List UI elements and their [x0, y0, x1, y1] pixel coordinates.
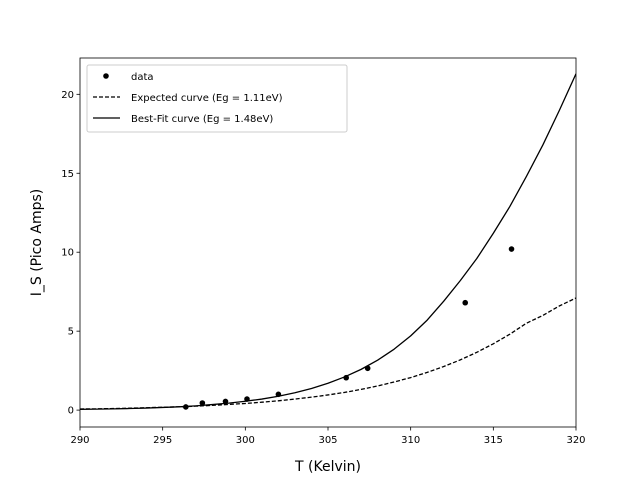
data-point	[462, 299, 469, 306]
x-tick-label: 310	[401, 435, 420, 446]
legend-label: Expected curve (Eg = 1.11eV)	[131, 93, 283, 104]
legend: data Expected curve (Eg = 1.11eV) Best-Fit…	[86, 64, 348, 133]
series-line-2	[80, 73, 576, 410]
x-tick-label: 320	[566, 435, 585, 446]
y-axis-label: I_S (Pico Amps)	[29, 189, 45, 297]
data-point	[508, 246, 515, 252]
y-tick-label: 15	[61, 169, 74, 180]
x-tick-label: 315	[484, 435, 503, 446]
y-tick-label: 5	[68, 327, 74, 338]
y-axis: 0 5 10 15 20	[61, 90, 80, 417]
legend-box	[86, 64, 348, 133]
x-tick-label: 295	[153, 435, 172, 446]
series-line-1	[80, 297, 576, 410]
legend-swatch	[103, 73, 109, 79]
data-point	[199, 400, 206, 406]
x-tick-label: 290	[70, 435, 89, 446]
y-tick-label: 0	[68, 406, 74, 417]
x-tick-label: 300	[236, 435, 255, 446]
y-tick-label: 20	[61, 90, 74, 101]
series-layer	[80, 73, 576, 410]
x-tick-label: 305	[318, 435, 337, 446]
legend-label: Best-Fit curve (Eg = 1.48eV)	[131, 114, 273, 125]
x-axis-label: T (Kelvin)	[294, 459, 361, 475]
y-tick-label: 10	[61, 248, 74, 259]
legend-label: data	[131, 72, 154, 83]
x-axis: 290 295 300 305 310 315 320	[70, 427, 586, 446]
